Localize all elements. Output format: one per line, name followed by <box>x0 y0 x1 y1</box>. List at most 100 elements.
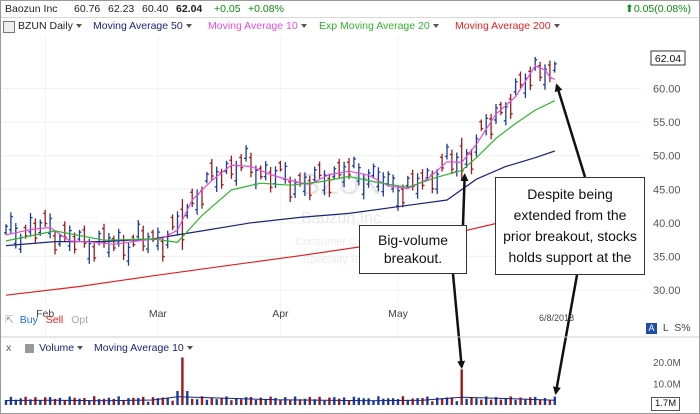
series-line <box>5 100 556 243</box>
breakout-callout-text: Big-volume breakout. <box>377 232 449 266</box>
volume-bar <box>382 398 385 405</box>
legend-ma10[interactable]: Moving Average 10 <box>208 18 307 34</box>
volume-bar <box>396 399 400 405</box>
legend-ema20[interactable]: Exp Moving Average 20 <box>319 18 439 34</box>
volume-legend-item[interactable]: Volume <box>39 342 84 354</box>
volume-bar <box>39 400 42 405</box>
volume-bar <box>308 396 311 405</box>
volume-bar <box>323 400 326 405</box>
chevron-down-icon <box>432 24 439 29</box>
chevron-down-icon <box>185 24 192 29</box>
volume-bar <box>249 397 253 405</box>
buy-button[interactable]: Buy <box>19 314 38 326</box>
volume-ma-legend-item[interactable]: Moving Average 10 <box>94 342 193 354</box>
sell-button[interactable]: Sell <box>45 314 64 326</box>
price-axis[interactable]: 30.00 35.00 40.00 45.00 50.00 55.00 60.00 <box>653 84 681 297</box>
volume-bar <box>450 397 454 405</box>
volume-bar <box>142 396 145 405</box>
volume-bar <box>421 398 424 405</box>
y-tick-label: 45.00 <box>653 184 681 196</box>
volume-legend: x Volume Moving Average 10 <box>6 342 193 354</box>
volume-bar <box>460 369 463 405</box>
volume-bar <box>357 397 360 405</box>
volume-bar <box>161 397 164 405</box>
support-callout: Despite being extended from the prior br… <box>495 177 645 275</box>
volume-bar <box>156 398 160 405</box>
volume-bar <box>426 396 429 405</box>
volume-bar <box>34 397 37 405</box>
volume-bar <box>58 397 62 405</box>
volume-bar <box>529 397 532 405</box>
close-pane-button[interactable]: x <box>6 342 12 354</box>
volume-bar <box>102 398 106 405</box>
volume-bar <box>88 400 91 405</box>
volume-bar <box>504 398 507 405</box>
volume-bar <box>112 398 115 405</box>
volume-ma-line <box>5 396 555 402</box>
volume-bar <box>264 399 267 405</box>
volume-tick-label: 20.0M <box>653 358 681 369</box>
volume-bar <box>543 398 547 405</box>
volume-bar <box>313 399 316 405</box>
volume-bar <box>97 398 101 405</box>
volume-bar <box>391 398 395 405</box>
volume-bar <box>347 400 351 405</box>
legend-ma200[interactable]: Moving Average 200 <box>455 18 560 34</box>
series-line <box>5 65 556 245</box>
volume-bar <box>436 397 439 405</box>
volume-bar <box>465 398 468 405</box>
volume-bar <box>63 400 66 405</box>
volume-bar <box>411 398 414 405</box>
volume-bar <box>107 397 111 405</box>
series-line <box>5 150 555 247</box>
percent-scale-button[interactable]: S% <box>674 322 691 334</box>
date-axis: Feb Mar Apr May <box>36 308 409 320</box>
ticker-period: BZUN Daily <box>18 20 73 32</box>
volume-bar <box>171 400 174 405</box>
volume-bar <box>342 397 346 405</box>
volume-bar <box>485 396 488 405</box>
y-tick-label: 50.00 <box>653 151 681 163</box>
quote-header: Baozun Inc 60.76 62.23 60.40 62.04 +0.05… <box>1 1 699 18</box>
chevron-down-icon <box>75 24 82 29</box>
volume-bar <box>225 396 228 405</box>
volume-bar <box>186 390 189 405</box>
volume-bar <box>279 399 282 405</box>
volume-bar <box>274 397 277 405</box>
indicator-legend: BZUN Daily Moving Average 50 Moving Aver… <box>1 18 699 34</box>
volume-bar <box>367 398 370 405</box>
pointer-icon[interactable]: ⇱ <box>5 314 14 326</box>
volume-bar <box>230 400 233 405</box>
opt-button[interactable]: Opt <box>71 314 89 326</box>
volume-bar <box>494 397 498 405</box>
volume-bar <box>78 398 81 405</box>
volume-bar <box>362 398 365 405</box>
volume-bar <box>416 398 419 405</box>
volume-bar <box>220 398 223 405</box>
volume-bar <box>269 396 272 405</box>
volume-bar <box>191 398 194 405</box>
auto-scale-button[interactable]: A <box>646 323 657 334</box>
y-tick-label: 60.00 <box>653 84 681 96</box>
volume-bar <box>254 399 258 405</box>
log-scale-button[interactable]: L <box>662 322 669 334</box>
high-price: 62.23 <box>108 3 135 15</box>
volume-bar <box>127 398 130 405</box>
breakout-callout: Big-volume breakout. <box>359 225 467 274</box>
x-tick-label: Feb <box>36 308 54 320</box>
volume-bar <box>210 397 213 405</box>
volume-bar <box>259 397 262 405</box>
bottom-controls: ⇱ Buy Sell Opt <box>5 314 88 326</box>
legend-ma50[interactable]: Moving Average 50 <box>93 18 192 34</box>
volume-bar <box>44 397 47 405</box>
volume-bar <box>406 399 409 405</box>
symbol-box-icon[interactable] <box>3 21 15 33</box>
x-tick-label: May <box>388 308 409 320</box>
close-price: 62.04 <box>176 3 203 15</box>
ma50-label: Moving Average 50 <box>93 20 183 32</box>
volume-bar <box>372 400 375 405</box>
volume-color-icon <box>25 343 35 353</box>
price-tag-label: 62.04 <box>655 53 681 65</box>
legend-ticker[interactable]: BZUN Daily <box>18 18 82 34</box>
volume-bar <box>73 397 76 405</box>
